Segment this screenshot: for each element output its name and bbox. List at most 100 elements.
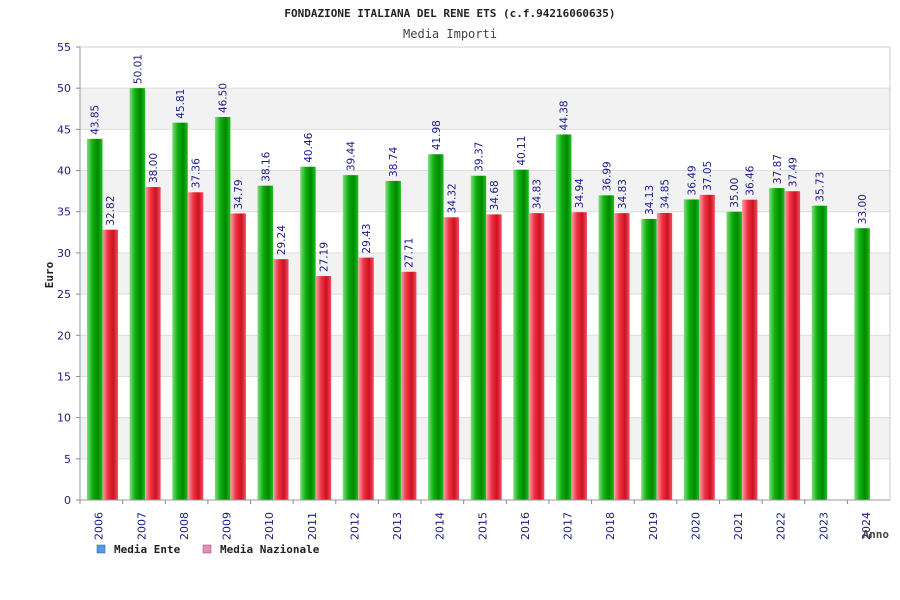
plot-band (80, 47, 890, 89)
data-label-media-ente-2007: 50.01 (132, 54, 144, 84)
bar-media-ente-2021 (726, 211, 742, 500)
bar-media-nazionale-2010 (273, 259, 289, 500)
data-label-media-ente-2023: 35.73 (814, 172, 826, 202)
bar-media-ente-2010 (257, 185, 274, 500)
data-label-media-nazionale-2006: 32.82 (105, 196, 117, 226)
bar-media-nazionale-2022 (784, 191, 801, 500)
bar-media-ente-2016 (513, 169, 529, 500)
data-label-media-nazionale-2022: 37.49 (787, 157, 799, 187)
bar-media-ente-2023 (811, 205, 828, 500)
x-tick-label-2020: 2020 (689, 512, 702, 540)
bar-media-ente-2018 (598, 195, 615, 500)
data-label-media-ente-2015: 39.37 (473, 142, 485, 172)
data-label-media-nazionale-2017: 34.94 (574, 178, 586, 208)
x-tick-label-2010: 2010 (263, 512, 276, 540)
y-tick-label: 30 (57, 247, 71, 260)
data-label-media-ente-2021: 35.00 (729, 178, 741, 208)
bar-media-nazionale-2011 (315, 276, 332, 500)
x-tick-label-2007: 2007 (135, 512, 148, 540)
x-tick-label-2011: 2011 (306, 512, 319, 540)
axes (79, 46, 891, 501)
y-tick-label: 55 (57, 41, 71, 54)
data-label-media-ente-2006: 43.85 (90, 105, 102, 135)
x-tick-label-2021: 2021 (732, 512, 745, 540)
bar-media-ente-2006 (87, 138, 103, 500)
legend-swatch-media-nazionale (202, 544, 212, 554)
bar-media-ente-2022 (769, 188, 785, 500)
bar-media-ente-2008 (172, 122, 188, 500)
data-label-media-ente-2011: 40.46 (303, 132, 315, 162)
bar-media-ente-2012 (342, 175, 359, 500)
legend: Media Ente Media Nazionale (96, 543, 320, 556)
y-tick-label: 15 (57, 370, 71, 383)
y-tick-label: 25 (57, 288, 71, 301)
y-tick-label: 35 (57, 206, 71, 219)
data-label-media-ente-2022: 37.87 (772, 154, 784, 184)
data-label-media-ente-2019: 34.13 (644, 185, 656, 215)
data-label-media-ente-2020: 36.49 (687, 165, 699, 195)
x-tick-label-2015: 2015 (476, 512, 489, 540)
plot-band (80, 88, 890, 130)
bar-media-ente-2015 (470, 175, 487, 500)
bar-media-nazionale-2018 (614, 213, 630, 501)
y-tick-label: 40 (57, 165, 71, 178)
x-tick-label-2017: 2017 (562, 512, 575, 540)
x-tick-label-2013: 2013 (391, 512, 404, 540)
data-label-media-ente-2012: 39.44 (346, 141, 358, 171)
bar-media-nazionale-2009 (230, 213, 246, 500)
x-tick-label-2023: 2023 (817, 512, 830, 540)
data-label-media-nazionale-2014: 34.32 (446, 183, 458, 213)
data-label-media-nazionale-2018: 34.83 (617, 179, 629, 209)
data-label-media-ente-2016: 40.11 (516, 136, 528, 166)
data-label-media-nazionale-2011: 27.19 (318, 242, 330, 272)
x-tick-label-2022: 2022 (775, 512, 788, 540)
data-label-media-ente-2009: 46.50 (218, 83, 230, 113)
data-label-media-nazionale-2012: 29.43 (361, 224, 373, 254)
y-tick-label: 50 (57, 82, 71, 95)
x-tick-label-2016: 2016 (519, 512, 532, 540)
bar-media-nazionale-2007 (145, 187, 161, 500)
y-tick-label: 45 (57, 123, 71, 136)
bar-media-ente-2020 (683, 199, 700, 501)
bar-media-nazionale-2020 (699, 194, 715, 501)
x-tick-label-2012: 2012 (348, 512, 361, 540)
bar-media-ente-2011 (300, 166, 316, 501)
data-label-media-nazionale-2008: 37.36 (191, 158, 203, 188)
bar-media-nazionale-2021 (741, 199, 758, 500)
data-label-media-nazionale-2010: 29.24 (276, 225, 288, 255)
bar-media-ente-2009 (214, 117, 231, 500)
bar-media-nazionale-2006 (102, 229, 118, 500)
data-label-media-nazionale-2020: 37.05 (702, 161, 714, 191)
bar-media-ente-2007 (129, 88, 146, 500)
y-tick-label: 10 (57, 412, 71, 425)
data-label-media-ente-2024: 33.00 (857, 194, 869, 224)
bar-media-nazionale-2012 (358, 257, 374, 500)
data-label-media-nazionale-2019: 34.85 (659, 179, 671, 209)
data-label-media-nazionale-2021: 36.46 (745, 165, 757, 195)
legend-swatch-media-ente (96, 544, 106, 554)
bar-labels: 43.85 32.82 50.01 38.00 45.81 37.36 46.50 34.79… (90, 54, 869, 272)
x-tick-label-2018: 2018 (604, 512, 617, 540)
bar-media-nazionale-2014 (443, 217, 460, 500)
bar-media-nazionale-2019 (656, 212, 673, 501)
data-label-media-ente-2008: 45.81 (175, 89, 187, 119)
data-label-media-ente-2010: 38.16 (260, 151, 272, 181)
data-label-media-ente-2017: 44.38 (559, 100, 571, 130)
data-label-media-ente-2018: 36.99 (601, 161, 613, 191)
x-tick-label-2009: 2009 (221, 512, 234, 540)
data-label-media-nazionale-2007: 38.00 (148, 153, 160, 183)
x-axis-label: Anno (863, 528, 890, 541)
bar-media-nazionale-2016 (528, 213, 545, 501)
x-tick-labels: 2006 2007 2008 2009 2010 2011 2012 2013 2014 2015… (79, 500, 873, 540)
x-tick-label-2024: 2024 (860, 512, 873, 540)
data-label-media-ente-2014: 41.98 (431, 120, 443, 150)
bar-media-nazionale-2013 (400, 271, 417, 500)
y-tick-label: 0 (64, 494, 71, 507)
bar-media-nazionale-2017 (571, 212, 587, 501)
data-label-media-nazionale-2013: 27.71 (404, 238, 416, 268)
bar-media-ente-2014 (428, 154, 444, 500)
bar-media-ente-2019 (641, 218, 657, 500)
bar-media-ente-2013 (385, 180, 401, 500)
x-tick-label-2008: 2008 (178, 512, 191, 540)
